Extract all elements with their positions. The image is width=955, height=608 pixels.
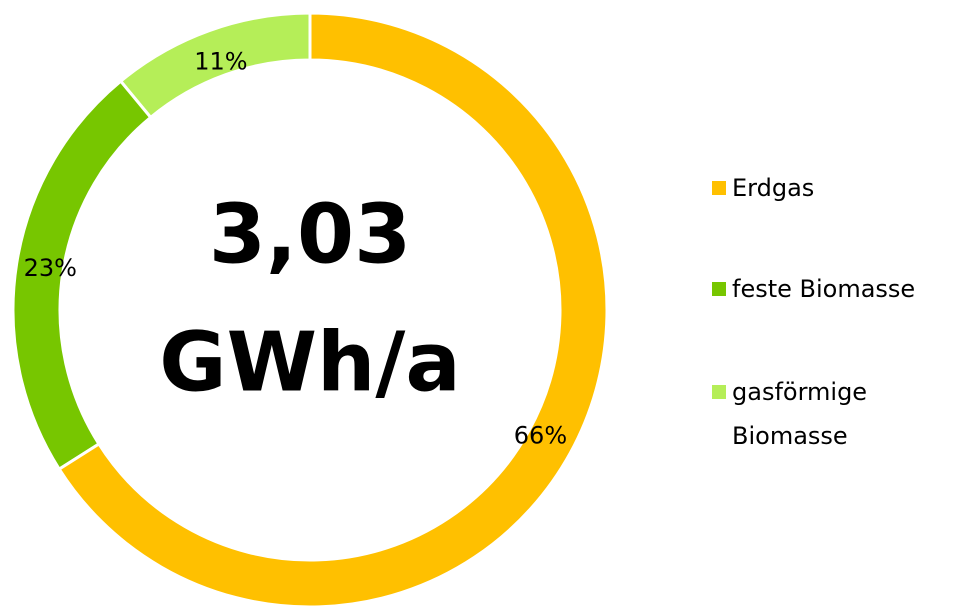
legend-label: gasförmige Biomasse xyxy=(732,378,868,450)
legend-label: Erdgas xyxy=(732,174,815,202)
legend-item: Erdgas xyxy=(712,166,814,210)
legend-swatch xyxy=(712,385,726,399)
data-label: 23% xyxy=(24,254,77,282)
legend-swatch xyxy=(712,282,726,296)
legend-item: feste Biomasse xyxy=(712,267,915,311)
legend-swatch xyxy=(712,181,726,195)
data-label: 66% xyxy=(514,422,567,450)
donut-segment xyxy=(11,79,153,472)
center-value: 3,03 xyxy=(209,187,411,282)
legend-label: feste Biomasse xyxy=(732,275,916,303)
donut-segment xyxy=(57,11,609,608)
data-label: 11% xyxy=(194,48,247,76)
legend-item: gasförmige Biomasse xyxy=(712,370,937,458)
center-unit: GWh/a xyxy=(159,315,460,410)
